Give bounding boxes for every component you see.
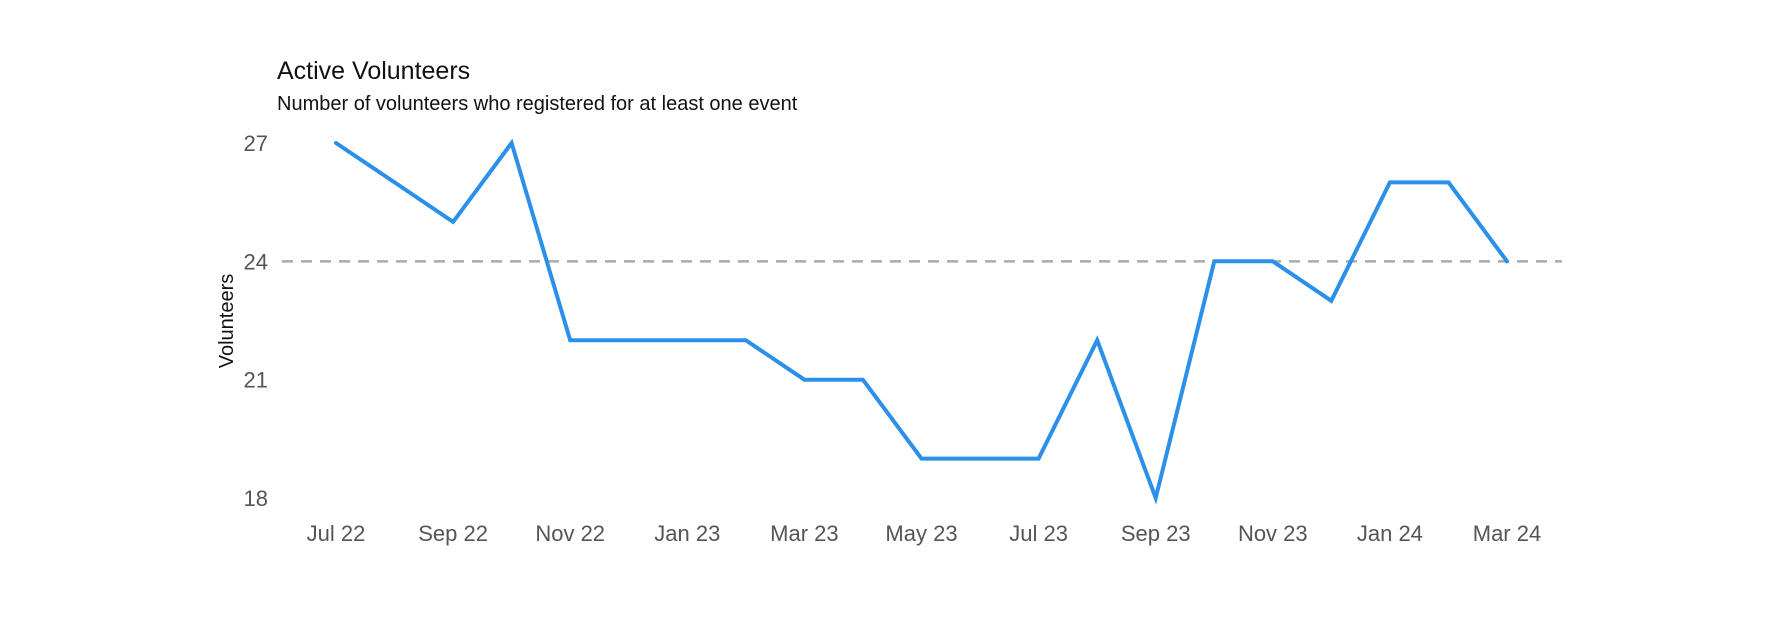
chart-title: Active Volunteers [277, 57, 470, 85]
data-point [1095, 338, 1099, 342]
data-point [802, 378, 806, 382]
y-axis-label: Volunteers [216, 274, 238, 369]
x-tick-label: Jan 23 [654, 521, 720, 546]
data-point [510, 141, 514, 145]
y-tick-label: 24 [244, 249, 268, 274]
data-point [685, 338, 689, 342]
data-point [744, 338, 748, 342]
data-point [393, 180, 397, 184]
data-point [1037, 457, 1041, 461]
data-point [861, 378, 865, 382]
x-tick-label: Nov 23 [1238, 521, 1308, 546]
x-axis-ticks: Jul 22 Sep 22 Nov 22 Jan 23 Mar 23 May 23 Jul … [307, 521, 1542, 546]
data-point [627, 338, 631, 342]
data-point [568, 338, 572, 342]
data-point [1154, 496, 1158, 500]
series-line [334, 138, 1509, 505]
chart-subtitle: Number of volunteers who registered for … [277, 93, 798, 115]
data-point [1212, 259, 1216, 263]
data-point [451, 220, 455, 224]
series-group [334, 138, 1509, 505]
x-tick-label: Sep 22 [418, 521, 488, 546]
data-point [1388, 180, 1392, 184]
data-point [334, 141, 338, 145]
x-tick-label: May 23 [885, 521, 957, 546]
data-point [1329, 299, 1333, 303]
y-tick-label: 21 [244, 368, 268, 393]
y-tick-label: 18 [244, 486, 268, 511]
x-tick-label: Jul 22 [307, 521, 366, 546]
data-point [1446, 180, 1450, 184]
x-tick-label: Mar 23 [770, 521, 838, 546]
data-point [1271, 259, 1275, 263]
data-point [978, 457, 982, 461]
y-axis-ticks: 18 21 24 27 [244, 131, 268, 511]
x-tick-label: Jul 23 [1009, 521, 1068, 546]
x-tick-label: Sep 23 [1121, 521, 1191, 546]
data-point [920, 457, 923, 461]
x-tick-label: Nov 22 [535, 521, 605, 546]
x-tick-label: Jan 24 [1357, 521, 1423, 546]
y-tick-label: 27 [244, 131, 268, 156]
data-point [1505, 259, 1509, 263]
x-tick-label: Mar 24 [1473, 521, 1541, 546]
